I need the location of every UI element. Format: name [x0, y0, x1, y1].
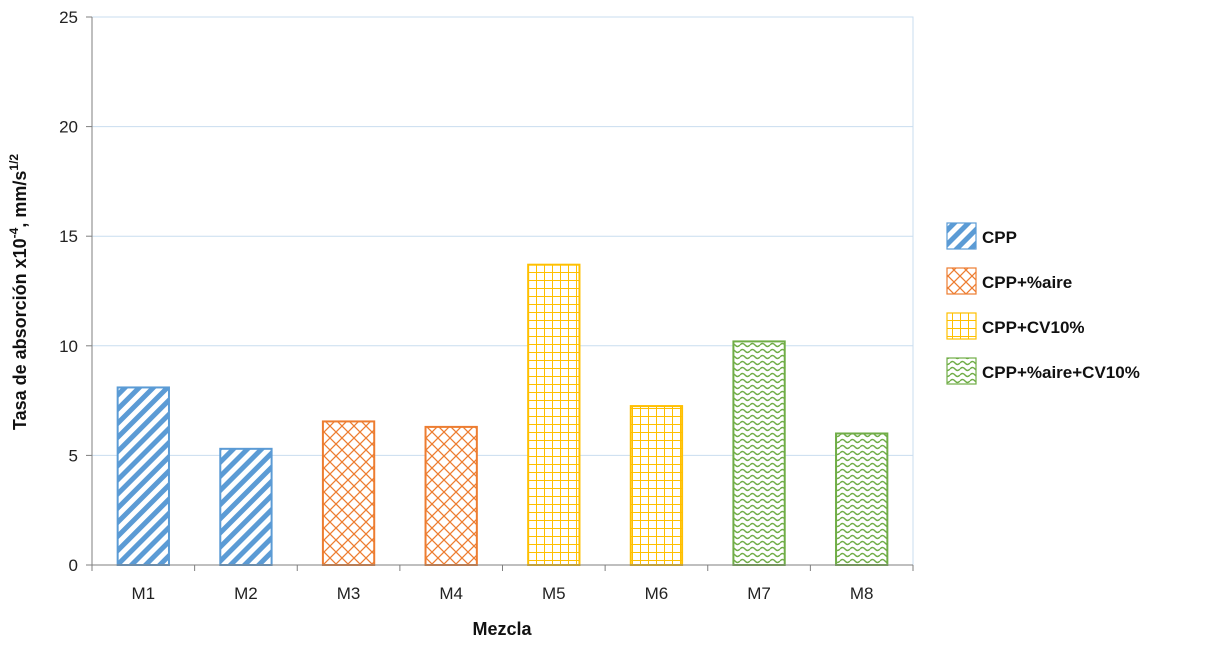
bar-m1 — [116, 386, 170, 566]
x-tick-label: M3 — [337, 584, 361, 603]
bar-m5 — [527, 263, 581, 566]
legend-swatch — [946, 267, 977, 295]
bar-m3 — [321, 420, 376, 567]
x-tick-label: M5 — [542, 584, 566, 603]
y-tick-label: 20 — [59, 118, 78, 137]
legend-swatch — [946, 222, 977, 250]
plot-area-border — [91, 16, 914, 566]
x-tick-label: M4 — [439, 584, 463, 603]
x-tick-label: M6 — [645, 584, 669, 603]
x-axis-title: Mezcla — [472, 619, 532, 639]
bar-m4 — [424, 425, 478, 566]
gridlines — [91, 16, 914, 566]
legend-label: CPP+%aire — [982, 273, 1072, 292]
legend-label: CPP+%aire+CV10% — [982, 363, 1140, 382]
x-tick-label: M2 — [234, 584, 258, 603]
legend: CPP CPP+%aire CPP+CV10% CPP+%aire+CV10% — [946, 222, 1140, 385]
bars — [116, 263, 889, 567]
x-tick-label: M1 — [132, 584, 156, 603]
y-tick-label: 15 — [59, 227, 78, 246]
legend-label: CPP+CV10% — [982, 318, 1085, 337]
bar-m2 — [219, 447, 273, 567]
y-axis-title: Tasa de absorción x10-4, mm/s1/2 — [7, 154, 30, 430]
x-tick-label: M8 — [850, 584, 874, 603]
axes: 0 5 10 15 20 25 M1 M2 M3 M4 M5 M6 M7 M8 — [59, 8, 914, 603]
legend-swatch — [946, 357, 977, 385]
y-tick-label: 10 — [59, 337, 78, 356]
legend-swatch — [946, 312, 977, 340]
bar-m8 — [835, 432, 889, 567]
x-tick-label: M7 — [747, 584, 771, 603]
legend-label: CPP — [982, 228, 1017, 247]
bar-m7 — [732, 340, 786, 566]
bar-m6 — [629, 405, 684, 566]
y-tick-label: 25 — [59, 8, 78, 27]
y-tick-label: 5 — [69, 446, 78, 465]
y-tick-label: 0 — [69, 556, 78, 575]
